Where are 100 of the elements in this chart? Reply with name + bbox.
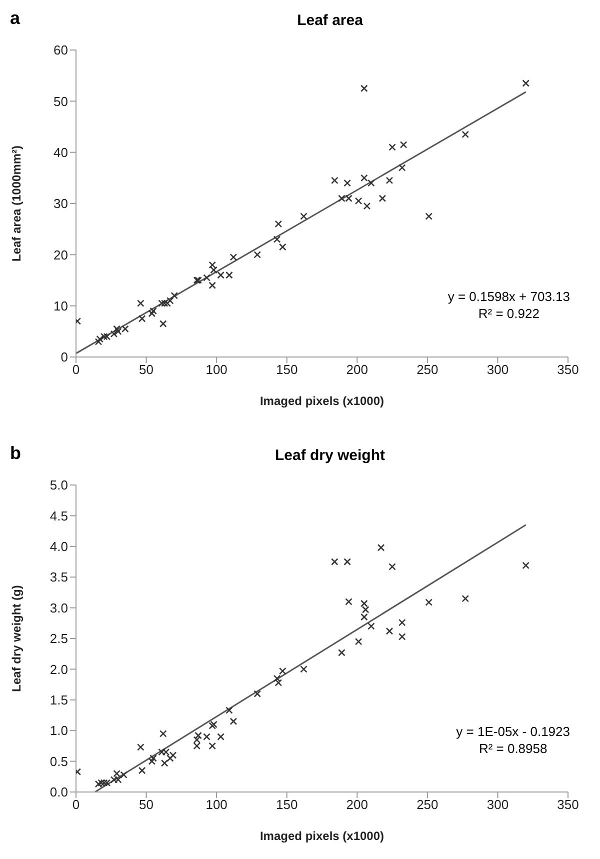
point: [378, 194, 386, 202]
point: [522, 80, 530, 87]
point: [230, 254, 238, 261]
point: [386, 627, 394, 635]
y-tick-label: 1.5: [50, 692, 68, 708]
point: [100, 779, 108, 786]
point: [386, 176, 394, 184]
point: [300, 212, 308, 220]
point: [148, 758, 156, 765]
y-tick-label: 20: [54, 247, 68, 262]
point: [100, 332, 108, 340]
point: [388, 144, 396, 151]
annotation: y = 0.1598x + 703.13: [448, 288, 570, 305]
y-axis-title: Leaf area (1000mm²): [9, 145, 24, 262]
x-tick-label: 250: [416, 797, 438, 812]
point: [273, 674, 281, 682]
point: [254, 251, 261, 258]
y-axis-title: Leaf dry weight (g): [9, 585, 24, 692]
y-tick-label: 0.0: [50, 784, 68, 800]
point: [254, 690, 261, 698]
point: [274, 220, 282, 228]
x-axis-title: Imaged pixels (x1000): [260, 829, 384, 843]
point: [208, 282, 216, 290]
point: [226, 271, 233, 279]
x-tick-label: 50: [139, 362, 154, 378]
x-tick-label: 300: [486, 797, 509, 812]
point: [138, 766, 146, 774]
x-tick-label: 100: [206, 797, 228, 812]
x-tick-label: 0: [72, 797, 80, 812]
point: [170, 292, 178, 300]
point: [344, 179, 351, 187]
y-tick-label: 2.5: [50, 631, 68, 646]
point: [160, 300, 168, 307]
point: [278, 667, 286, 675]
point: [203, 274, 210, 282]
point: [217, 733, 224, 740]
point: [120, 771, 128, 778]
point: [354, 638, 362, 646]
x-tick-label: 300: [486, 362, 509, 378]
point: [400, 141, 408, 148]
x-tick-label: 100: [206, 362, 228, 378]
point: [114, 328, 122, 336]
y-tick-label: 0: [60, 350, 68, 365]
point: [94, 338, 102, 346]
point: [160, 320, 167, 328]
annotation: y = 1E-05x - 0.1923: [456, 723, 570, 740]
point: [160, 759, 168, 767]
point: [398, 164, 406, 172]
x-tick-label: 50: [139, 797, 154, 812]
point: [160, 730, 167, 738]
point: [398, 633, 406, 640]
point: [425, 598, 432, 606]
y-tick-label: 2.0: [50, 662, 68, 677]
text: a: [10, 8, 20, 29]
point: [217, 271, 224, 279]
point: [360, 84, 368, 92]
y-tick-label: 10: [54, 298, 68, 314]
point: [344, 558, 351, 566]
x-tick-label: 150: [276, 797, 298, 812]
y-tick-label: 1.0: [50, 723, 68, 738]
x-tick-label: 200: [346, 797, 368, 812]
point: [162, 748, 170, 756]
point: [398, 618, 406, 626]
y-tick-label: 60: [54, 42, 68, 58]
point: [166, 754, 174, 762]
point: [150, 307, 157, 315]
point: [522, 562, 530, 570]
point: [278, 243, 286, 251]
y-tick-label: 0.5: [50, 754, 68, 769]
point: [138, 314, 146, 322]
point: [158, 300, 166, 307]
point: [331, 176, 338, 184]
point: [103, 332, 111, 340]
y-tick-label: 5.0: [50, 478, 68, 493]
x-axis-title: Imaged pixels (x1000): [260, 394, 384, 408]
point: [331, 558, 338, 566]
point: [377, 544, 385, 552]
x-tick-label: 250: [416, 362, 438, 378]
x-tick-label: 350: [557, 797, 579, 812]
point: [203, 733, 210, 740]
y-tick-label: 4.5: [50, 508, 68, 524]
annotation: R² = 0.922: [477, 305, 540, 322]
point: [96, 335, 104, 343]
x-tick-label: 350: [557, 362, 579, 378]
point: [368, 179, 375, 187]
point: [166, 297, 174, 304]
point: [462, 594, 470, 602]
y-tick-label: 4.0: [50, 539, 68, 554]
point: [345, 598, 352, 606]
point: [300, 666, 308, 673]
point: [363, 202, 371, 210]
point: [137, 300, 144, 307]
point: [194, 732, 202, 740]
point: [230, 718, 238, 726]
chart-title: Leaf area: [297, 12, 363, 29]
y-tick-label: 3.5: [50, 570, 68, 585]
y-tick-label: 50: [54, 94, 68, 109]
point: [338, 194, 346, 202]
point: [354, 197, 362, 205]
point: [462, 130, 470, 138]
